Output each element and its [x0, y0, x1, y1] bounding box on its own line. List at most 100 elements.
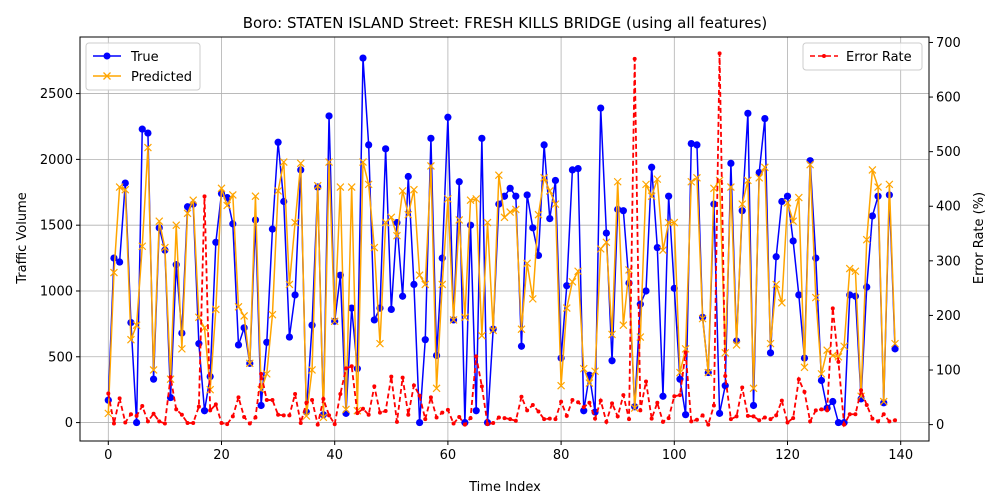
predicted-point	[551, 200, 560, 209]
predicted-point	[336, 183, 345, 191]
true-point	[133, 418, 141, 427]
predicted-point	[613, 177, 622, 186]
true-point	[291, 291, 299, 299]
true-point	[891, 345, 899, 353]
error-point	[445, 407, 450, 412]
predicted-point	[228, 190, 237, 199]
predicted-point	[630, 404, 639, 413]
predicted-point	[534, 210, 543, 219]
y2-tick-label: 100	[936, 364, 961, 379]
error-point	[496, 415, 501, 420]
error-point	[887, 419, 892, 424]
true-point	[563, 282, 571, 290]
error-point	[423, 417, 428, 422]
error-point	[870, 416, 875, 421]
predicted-point	[760, 163, 769, 172]
error-point	[366, 412, 371, 417]
error-point	[864, 402, 869, 407]
error-point	[734, 414, 739, 419]
predicted-point	[240, 312, 249, 320]
error-point	[389, 374, 394, 379]
predicted-point	[443, 194, 452, 203]
error-point	[174, 407, 179, 412]
error-point	[219, 420, 224, 425]
predicted-point	[359, 158, 367, 166]
true-point	[880, 399, 888, 407]
error-point	[751, 414, 756, 419]
error-point	[140, 404, 145, 409]
predicted-point	[834, 352, 843, 361]
true-point	[144, 129, 152, 137]
legend-true-marker	[103, 52, 111, 60]
predicted-point	[721, 348, 730, 357]
legend-left-frame	[85, 42, 201, 91]
true-point	[665, 192, 673, 200]
x-tick-label: 60	[440, 448, 457, 463]
error-point	[151, 411, 156, 416]
predicted-point	[817, 369, 826, 378]
true-point	[416, 418, 424, 427]
predicted-point	[709, 184, 718, 193]
true-point	[817, 376, 826, 385]
error-point	[247, 421, 252, 426]
error-point	[666, 416, 671, 421]
error-point	[400, 375, 405, 380]
true-point	[325, 112, 333, 120]
predicted-point	[755, 173, 764, 182]
predicted-point	[330, 317, 339, 326]
true-point	[772, 253, 780, 261]
error-point	[236, 395, 241, 400]
error-point	[785, 420, 790, 425]
error-point	[281, 413, 286, 418]
y2-tick-label: 300	[936, 254, 961, 269]
predicted-point	[806, 160, 815, 169]
error-point	[196, 404, 201, 409]
error-point	[621, 393, 626, 398]
true-point	[715, 409, 724, 417]
predicted-point	[370, 243, 379, 252]
x-tick-label: 20	[213, 448, 230, 463]
error-point	[327, 413, 332, 418]
error-point	[791, 416, 796, 421]
true-point	[410, 280, 418, 289]
true-point	[200, 407, 209, 415]
series-layer	[104, 51, 899, 428]
error-point	[208, 408, 213, 413]
error-point	[728, 417, 733, 422]
error-point	[474, 354, 479, 359]
error-point	[383, 408, 388, 413]
predicted-point	[410, 185, 418, 194]
error-point	[542, 417, 547, 422]
error-point	[627, 417, 632, 422]
error-point	[479, 384, 484, 389]
error-point	[394, 419, 399, 424]
predicted-point	[885, 180, 894, 189]
legend-true-label: True	[130, 50, 159, 65]
error-point	[372, 384, 377, 389]
true-point	[568, 166, 577, 174]
predicted-point	[704, 368, 713, 377]
predicted-point	[557, 381, 566, 390]
error-point	[162, 421, 167, 426]
predicted-point	[647, 192, 656, 201]
y-axis-title: Traffic Volume	[15, 192, 30, 285]
true-point	[727, 159, 735, 167]
predicted-point	[540, 173, 549, 182]
true-point	[229, 220, 237, 228]
predicted-point	[693, 173, 701, 182]
error-point	[491, 420, 496, 425]
true-point	[404, 172, 412, 181]
predicted-point	[211, 305, 220, 314]
error-point	[638, 408, 643, 413]
error-point	[264, 398, 269, 403]
y-tick-label: 2000	[40, 153, 73, 168]
true-point	[212, 238, 220, 246]
true-point	[795, 291, 803, 299]
error-point	[338, 392, 343, 397]
true-point	[466, 221, 475, 229]
error-point	[632, 56, 637, 61]
error-point	[117, 396, 122, 401]
error-point	[434, 415, 439, 420]
predicted-point	[862, 235, 871, 244]
predicted-point	[127, 335, 135, 344]
